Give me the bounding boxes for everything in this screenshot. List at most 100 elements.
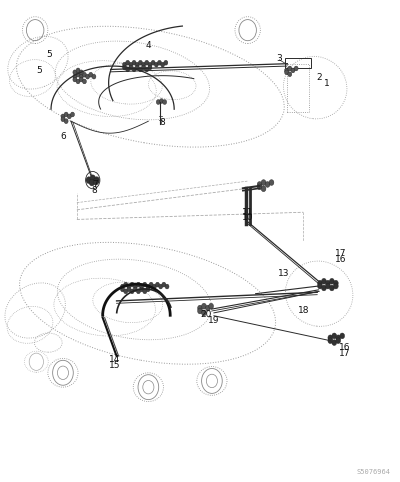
Circle shape [136,289,140,294]
Text: 2: 2 [316,73,322,81]
Text: 5: 5 [36,67,42,75]
Circle shape [135,62,139,67]
Circle shape [322,279,326,284]
Circle shape [93,178,99,185]
Circle shape [129,65,133,70]
Circle shape [70,112,74,117]
Circle shape [64,119,68,123]
Circle shape [160,99,164,104]
Circle shape [140,287,144,292]
Circle shape [156,100,160,105]
Text: 1: 1 [324,80,330,88]
Circle shape [326,283,330,289]
Text: 16: 16 [339,343,351,352]
Circle shape [73,77,77,82]
Circle shape [135,65,139,70]
Circle shape [79,74,83,79]
Text: 16: 16 [335,254,347,264]
Circle shape [120,287,124,292]
Circle shape [332,340,337,346]
Circle shape [79,70,83,75]
Circle shape [76,68,80,73]
Circle shape [76,72,80,77]
Circle shape [328,335,333,341]
Circle shape [76,79,80,84]
Circle shape [156,282,160,287]
Circle shape [334,281,338,286]
Circle shape [92,74,96,79]
Circle shape [261,186,266,192]
Text: 13: 13 [278,269,289,278]
Circle shape [164,60,168,65]
Circle shape [79,77,83,82]
Text: 4: 4 [146,41,151,50]
Circle shape [82,79,86,84]
Circle shape [142,62,146,67]
Circle shape [257,184,262,190]
Circle shape [288,66,292,71]
Circle shape [318,281,322,286]
Circle shape [136,282,140,287]
Circle shape [129,62,133,67]
Text: 19: 19 [208,316,220,324]
Text: 17: 17 [339,349,351,358]
Text: 11: 11 [242,208,254,217]
Circle shape [163,100,167,105]
Circle shape [285,70,288,75]
Circle shape [330,285,334,291]
Circle shape [328,338,333,344]
Circle shape [90,175,96,182]
Circle shape [261,180,266,186]
Text: 20: 20 [200,310,212,319]
Circle shape [151,60,155,65]
Circle shape [86,177,92,184]
Text: 5: 5 [46,50,52,59]
Circle shape [140,284,144,289]
Circle shape [326,281,330,286]
Circle shape [285,68,288,73]
Circle shape [257,182,262,187]
Text: 8: 8 [92,186,98,195]
Circle shape [318,283,322,289]
Circle shape [127,287,131,292]
Circle shape [146,284,150,289]
Text: 18: 18 [298,306,309,315]
Circle shape [82,72,86,77]
Circle shape [145,60,149,65]
Text: 3: 3 [276,54,282,64]
Circle shape [202,310,206,316]
Circle shape [126,60,130,65]
Circle shape [209,303,214,309]
Circle shape [336,335,341,341]
Circle shape [148,65,152,70]
Circle shape [73,74,77,79]
Circle shape [148,62,152,67]
Text: 15: 15 [109,361,120,370]
Circle shape [143,289,147,294]
Circle shape [138,67,142,72]
Circle shape [124,282,128,287]
Text: 8: 8 [159,118,165,127]
Circle shape [132,67,136,72]
Circle shape [265,182,270,187]
Circle shape [133,287,137,292]
Circle shape [291,68,295,73]
Circle shape [124,289,128,294]
Text: 7: 7 [92,180,98,189]
Circle shape [138,60,142,65]
Circle shape [161,62,165,67]
Circle shape [294,66,298,71]
Circle shape [145,67,149,72]
Circle shape [149,282,153,287]
Circle shape [159,284,163,289]
Circle shape [122,62,126,67]
Circle shape [142,65,146,70]
Circle shape [132,60,136,65]
Text: 14: 14 [109,355,120,364]
Circle shape [89,72,93,77]
Circle shape [146,287,150,292]
Circle shape [162,282,166,287]
Circle shape [130,282,134,287]
Circle shape [143,282,147,287]
Circle shape [322,285,326,291]
